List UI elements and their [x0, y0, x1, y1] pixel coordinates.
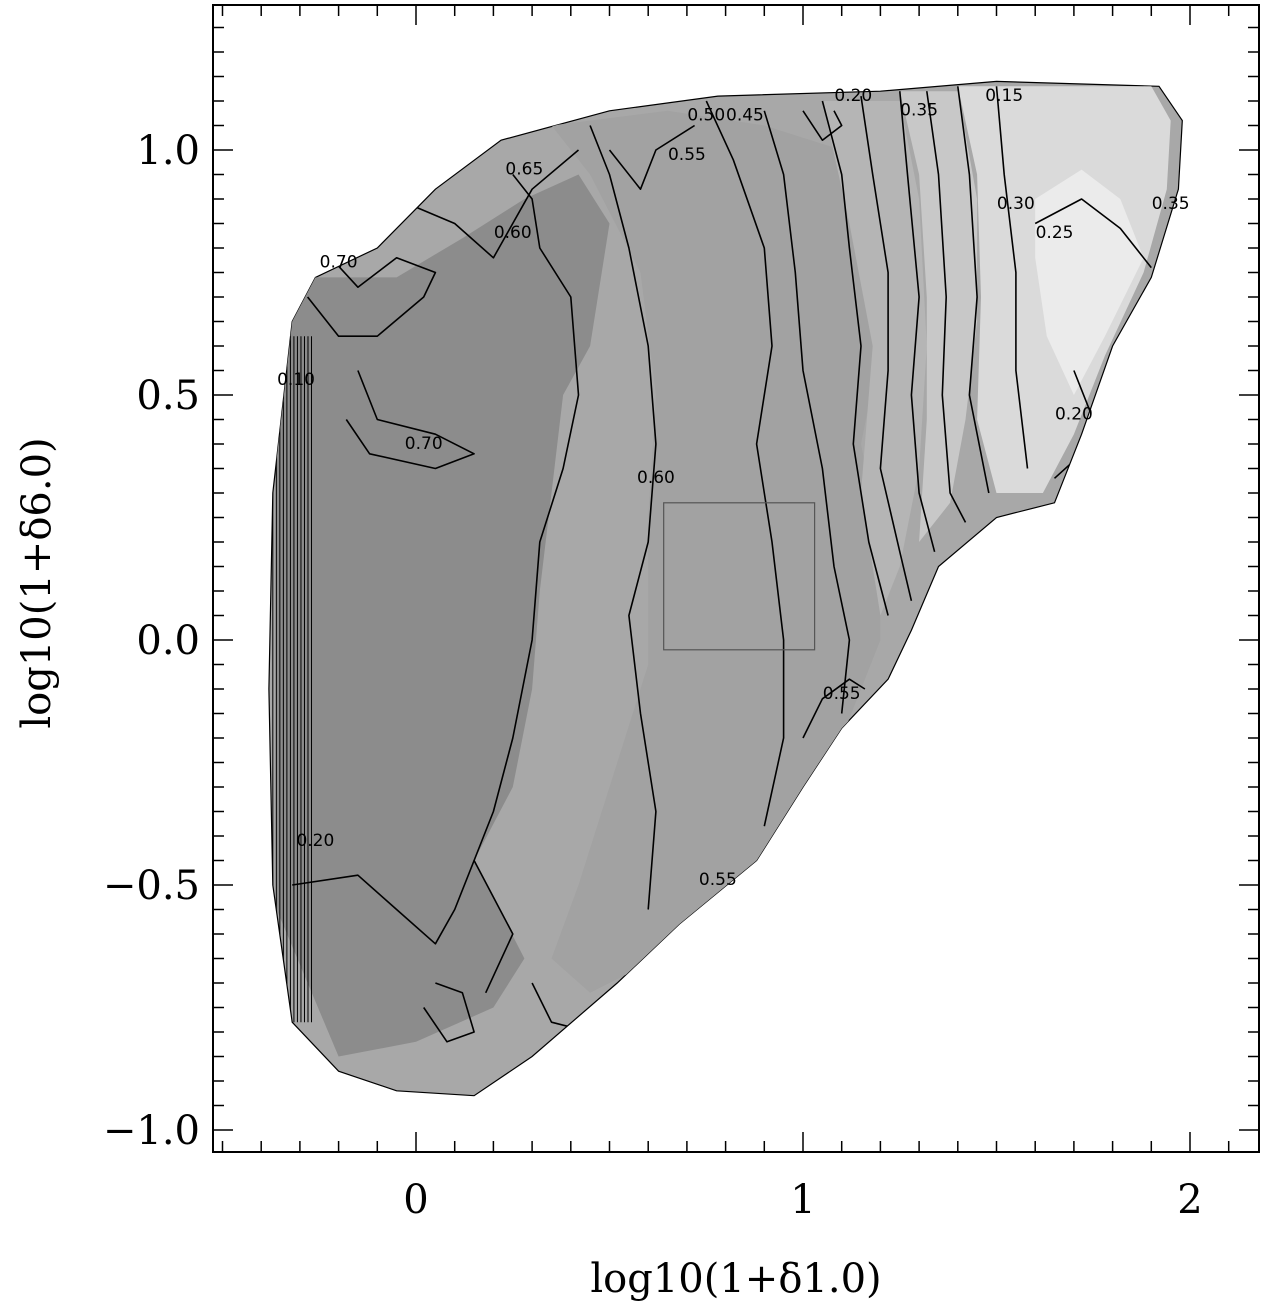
contour-line [957, 86, 990, 494]
contour-value-label: 0.55 [699, 870, 737, 890]
contour-value-label: 0.50 [687, 106, 725, 126]
y-tick-label: −0.5 [103, 863, 200, 909]
plot-area: 0.15 0.20 0.35 0.450.50 0.55 0.65 0.60 0.70 0.70… [268, 80, 1190, 1097]
contour-value-label: 0.20 [296, 831, 334, 851]
contour-value-label: 0.70 [320, 253, 358, 273]
contour-line [926, 91, 967, 523]
y-tick-label: −1.0 [103, 1108, 200, 1154]
contour-region [899, 91, 978, 542]
contour-value-label: 0.15 [985, 86, 1023, 106]
y-tick-label: 1.0 [136, 128, 200, 174]
x-axis-label: log10(1+δ1.0) [590, 1256, 881, 1302]
inset-box [663, 502, 816, 651]
contour-region [822, 101, 927, 616]
plot-frame [212, 4, 1260, 1153]
contour-value-label: 0.35 [900, 101, 938, 121]
contour-line [763, 110, 851, 714]
contour-line [345, 370, 475, 470]
x-tick-label: 2 [1177, 1177, 1202, 1223]
contour-line [423, 982, 475, 1043]
contour-value-label: 0.20 [1055, 405, 1093, 425]
contour-line [1034, 198, 1152, 269]
contour-line [396, 149, 580, 259]
contour-value-label: 0.60 [494, 223, 532, 243]
contour-line [821, 100, 889, 616]
y-axis-label: log10(1+δ6.0) [14, 437, 60, 728]
x-tick-label: 1 [790, 1177, 815, 1223]
contour-value-label: 0.10 [277, 370, 315, 390]
contour-value-label: 0.45 [726, 106, 764, 126]
contour-value-label: 0.25 [1036, 223, 1074, 243]
contour-value-label: 0.55 [823, 684, 861, 704]
contour-line [292, 860, 475, 945]
contour-lines [292, 86, 1152, 1043]
contour-region [551, 110, 881, 993]
contour-value-label: 0.20 [834, 86, 872, 106]
contour-line [306, 256, 437, 338]
contour-value-label: 0.55 [668, 145, 706, 165]
contour-line [995, 86, 1029, 469]
tick-labels: 0 1 2 −1.0 −0.5 0.0 0.5 1.0 [103, 128, 1203, 1223]
y-tick-label: 0.5 [136, 373, 200, 419]
contour-line [860, 95, 913, 601]
contour-region [276, 174, 610, 1057]
contour-line [589, 125, 657, 910]
y-tick-label: 0.0 [136, 618, 200, 664]
x-tick-label: 0 [403, 1177, 428, 1223]
filled-contour-regions [276, 86, 1171, 1057]
contour-value-label: 0.70 [405, 434, 443, 454]
contour-line [608, 124, 696, 190]
contour-line [705, 100, 785, 827]
contour-line [802, 110, 843, 141]
contour-value-label: 0.30 [997, 194, 1035, 214]
contour-value-label: 0.65 [505, 160, 543, 180]
contour-line [802, 678, 866, 739]
contour-value-label: 0.35 [1152, 194, 1190, 214]
contour-value-label: 0.60 [637, 468, 675, 488]
axis-ticks [213, 5, 1259, 1152]
contour-labels: 0.15 0.20 0.35 0.450.50 0.55 0.65 0.60 0.70 0.70… [277, 86, 1189, 890]
contour-line [899, 91, 936, 553]
